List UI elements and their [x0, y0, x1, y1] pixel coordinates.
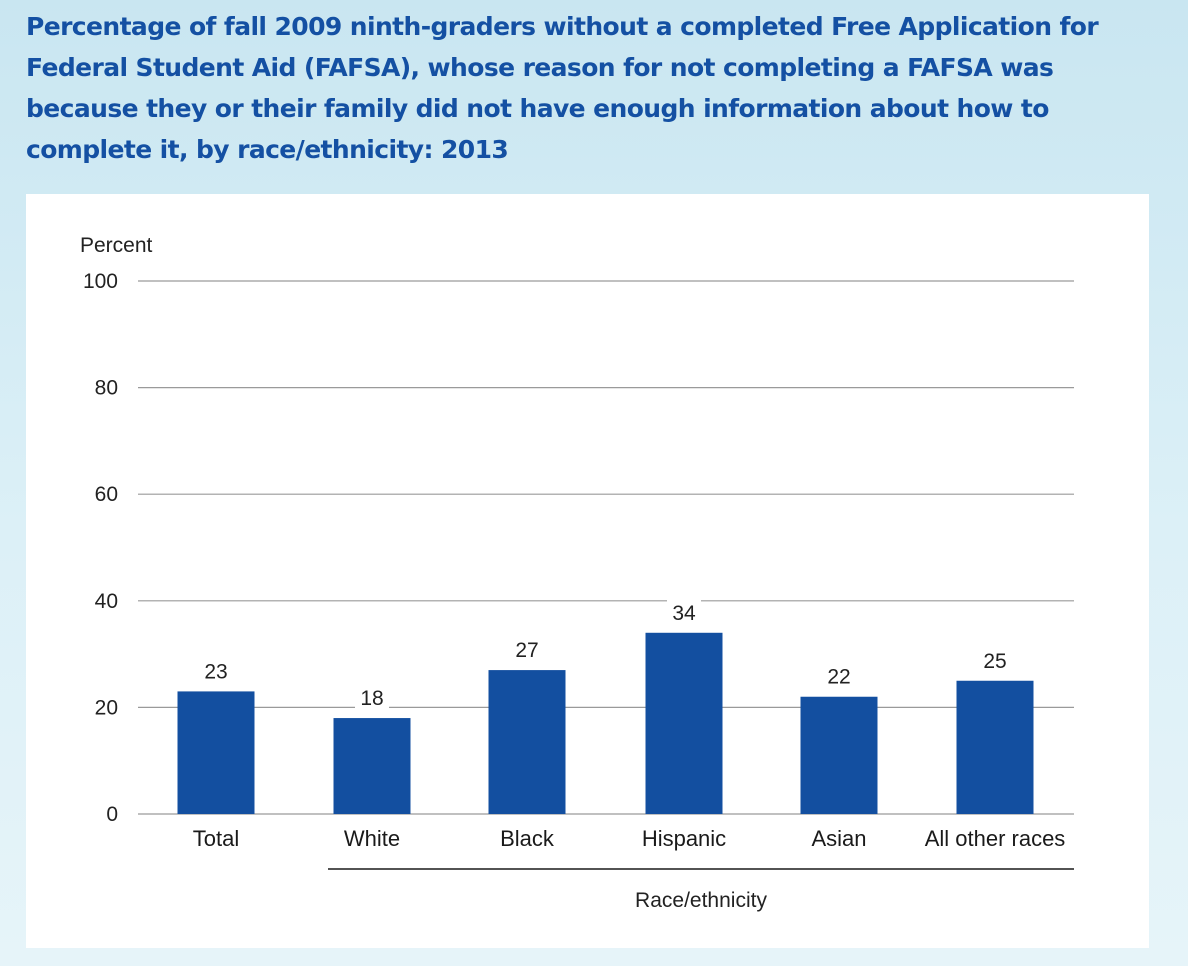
y-tick-label-100: 100: [83, 270, 118, 293]
data-label-backing: [978, 647, 1012, 672]
category-label-asian: Asian: [811, 826, 866, 851]
bar-hispanic: [645, 632, 723, 814]
chart-title: Percentage of fall 2009 ninth-graders wi…: [26, 12, 1099, 164]
gridlines: [138, 280, 1074, 815]
data-label-backing: [199, 658, 233, 683]
chart-panel: 0 20 40 60 80 100 Percent 23 18 27 34 22 25 Total W…: [26, 194, 1149, 948]
data-label-black: 27: [515, 639, 538, 662]
data-label-backing: [355, 685, 389, 710]
bar-total: [177, 691, 255, 814]
bar-all-other-races: [956, 680, 1034, 814]
bar-chart: 0 20 40 60 80 100 Percent 23 18 27 34 22 25 Total W…: [80, 234, 1074, 912]
category-label-white: White: [344, 826, 400, 851]
category-label-total: Total: [193, 826, 239, 851]
data-label-total: 23: [204, 660, 227, 683]
bar-black: [488, 670, 566, 814]
bar-white: [333, 718, 411, 814]
y-tick-label-20: 20: [95, 696, 118, 719]
data-label-asian: 22: [827, 666, 850, 689]
bars: [177, 632, 1034, 814]
category-label-all-other-races: All other races: [925, 826, 1066, 851]
data-label-backing: [667, 599, 701, 624]
category-label-hispanic: Hispanic: [642, 826, 726, 851]
y-tick-label-40: 40: [95, 590, 118, 613]
data-label-backing: [822, 663, 856, 688]
y-axis-label: Percent: [80, 234, 153, 257]
data-label-hispanic: 34: [672, 602, 696, 625]
data-label-white: 18: [360, 687, 383, 710]
bar-asian: [800, 696, 878, 814]
y-tick-label-60: 60: [95, 483, 118, 506]
x-axis-label: Race/ethnicity: [635, 889, 767, 912]
category-label-black: Black: [500, 826, 555, 851]
data-label-backing: [510, 637, 544, 662]
category-labels: Total White Black Hispanic Asian All other ra…: [193, 826, 1066, 851]
data-labels: 23 18 27 34 22 25: [199, 599, 1012, 710]
y-tick-label-80: 80: [95, 377, 118, 400]
y-tick-label-0: 0: [106, 803, 118, 826]
data-label-all-other-races: 25: [983, 650, 1006, 673]
y-axis-ticks: 0 20 40 60 80 100: [83, 270, 118, 826]
